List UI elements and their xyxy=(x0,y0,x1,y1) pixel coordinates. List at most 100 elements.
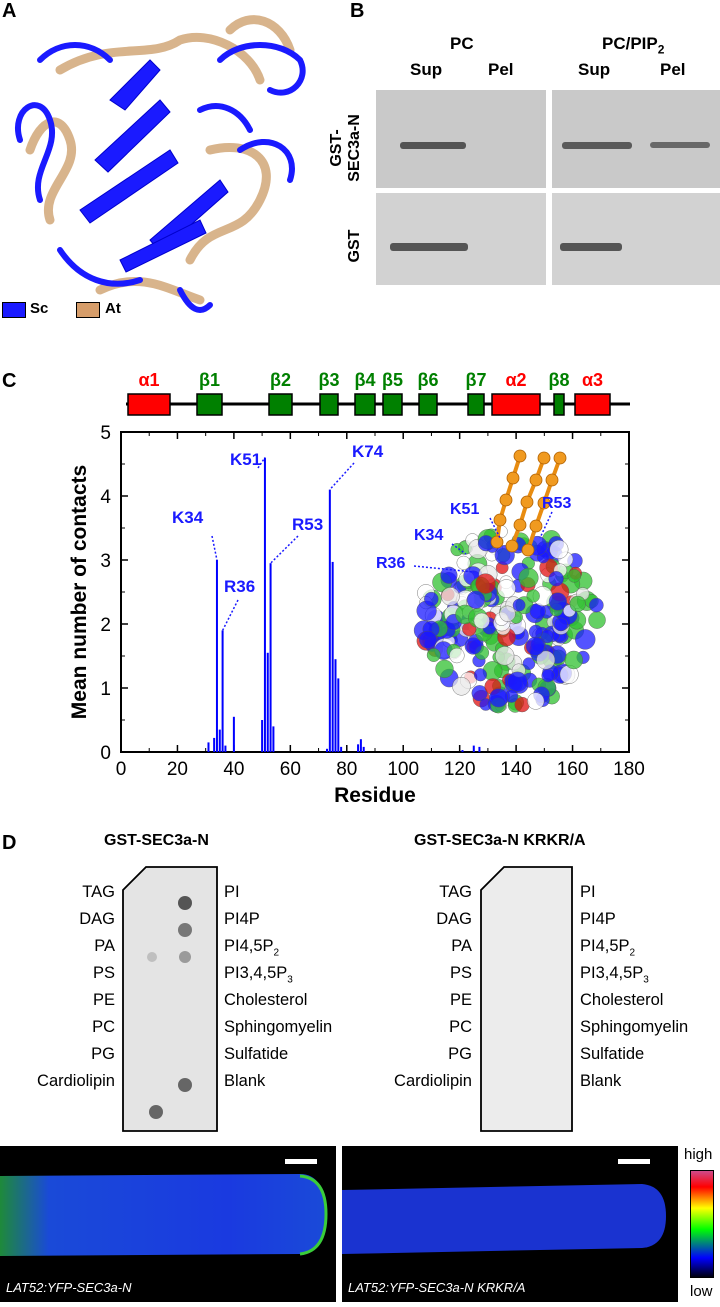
panel-b-letter: B xyxy=(350,0,365,22)
lipid-label-dag: DAG xyxy=(436,910,472,928)
scale-low-label: low xyxy=(690,1283,713,1300)
bar-residue-51 xyxy=(263,457,266,752)
bar-residue-85 xyxy=(359,739,362,752)
x-tick-label: 140 xyxy=(500,759,532,780)
legend-at-label: At xyxy=(105,300,121,317)
bar-residue-53 xyxy=(269,563,272,752)
col-sup-2: Sup xyxy=(578,60,611,79)
x-tick-label: 0 xyxy=(116,759,127,780)
gel-pc-bottom xyxy=(376,193,546,285)
y-tick-label: 4 xyxy=(100,487,111,508)
x-tick-label: 160 xyxy=(557,759,589,780)
lipid-label-ps: PS xyxy=(92,964,115,982)
bar-residue-50 xyxy=(261,720,264,752)
legend-at-swatch xyxy=(76,302,100,318)
lipid-label-pi345p: PI3,4,5P3 xyxy=(224,964,293,986)
ss-label-10: β8 xyxy=(549,370,570,390)
ss-label-2: β1 xyxy=(199,370,220,390)
bar-residue-125 xyxy=(472,745,475,752)
lipid-label-pi345p: PI3,4,5P3 xyxy=(580,964,649,986)
lipid-label-tag: TAG xyxy=(439,883,472,901)
bar-residue-127 xyxy=(478,746,481,752)
row-gst-label: GST xyxy=(346,229,363,263)
membrane-title-right: GST-SEC3a-N KRKR/A xyxy=(414,832,586,849)
lipid-label-pc: PC xyxy=(449,1018,472,1036)
x-tick-label: 20 xyxy=(167,759,188,780)
panel-a-letter: A xyxy=(2,0,17,22)
lipid-label-pa: PA xyxy=(94,937,115,955)
annotation-r53: R53 xyxy=(292,515,323,534)
caption-right: LAT52:YFP-SEC3a-N KRKR/A xyxy=(348,1280,526,1295)
inset-leader-r53 xyxy=(539,511,553,539)
gel-pcpip-bottom xyxy=(552,193,720,285)
panel-d-letter: D xyxy=(2,832,17,854)
annotation-r36: R36 xyxy=(224,577,255,596)
lipid-label-sphingomyelin: Sphingomyelin xyxy=(224,1018,333,1036)
bar-residue-37 xyxy=(224,745,227,752)
lipid-label-blank: Blank xyxy=(580,1072,622,1090)
y-tick-label: 3 xyxy=(100,551,111,572)
annotation-k74: K74 xyxy=(352,442,384,461)
ss-label-7: β6 xyxy=(418,370,439,390)
lipid-label-pa: PA xyxy=(451,937,472,955)
ss-label-3: β2 xyxy=(270,370,291,390)
lipid-label-cholesterol: Cholesterol xyxy=(580,991,664,1009)
lipid-label-pi45p: PI4,5P2 xyxy=(224,937,280,959)
x-tick-label: 180 xyxy=(613,759,645,780)
lipid-label-pi: PI xyxy=(224,883,240,901)
lipid-label-pi4p: PI4P xyxy=(224,910,260,928)
bar-residue-31 xyxy=(207,742,210,752)
bar-residue-52 xyxy=(266,652,269,752)
bar-residue-34 xyxy=(215,560,218,752)
inset-label-r36: R36 xyxy=(376,555,405,572)
gel-pc-top xyxy=(376,90,546,188)
inset-label-k51: K51 xyxy=(450,501,479,518)
membrane-title-left: GST-SEC3a-N xyxy=(104,832,209,849)
ss-helix-11 xyxy=(574,393,611,416)
lipid-label-pi4p: PI4P xyxy=(580,910,616,928)
x-tick-label: 80 xyxy=(336,759,357,780)
col-sup-1: Sup xyxy=(410,60,443,79)
row-gst-sec3a-label: GST- SEC3a-N xyxy=(328,114,363,182)
ss-strand-2 xyxy=(196,393,223,416)
y-axis-label: Mean number of contacts xyxy=(68,465,91,719)
protein-structure-image xyxy=(15,15,306,313)
group-pc-label: PC xyxy=(450,34,474,53)
membrane-right xyxy=(480,866,573,1132)
lipid-label-cholesterol: Cholesterol xyxy=(224,991,308,1009)
x-tick-label: 60 xyxy=(280,759,301,780)
lipid-label-pc: PC xyxy=(92,1018,115,1036)
inset-label-r53: R53 xyxy=(542,495,571,512)
ss-strand-3 xyxy=(268,393,293,416)
legend-sc-label: Sc xyxy=(30,300,49,317)
y-tick-label: 0 xyxy=(100,743,111,764)
lipid-label-tag: TAG xyxy=(82,883,115,901)
bar-residue-75 xyxy=(331,561,334,752)
lipid-label-blank: Blank xyxy=(224,1072,266,1090)
ss-strand-6 xyxy=(382,393,403,416)
bar-residue-84 xyxy=(357,744,360,752)
scale-high-label: high xyxy=(684,1146,713,1163)
bar-residue-77 xyxy=(337,678,340,752)
lipid-label-ps: PS xyxy=(449,964,472,982)
col-pel-1: Pel xyxy=(488,60,514,79)
lipid-label-pg: PG xyxy=(448,1045,472,1063)
y-tick-label: 5 xyxy=(100,423,111,444)
x-tick-label: 40 xyxy=(223,759,244,780)
bar-residue-40 xyxy=(232,716,235,752)
image-e-left: LAT52:YFP-SEC3a-N xyxy=(0,1146,336,1302)
annotation-k51: K51 xyxy=(230,450,261,469)
ss-strand-7 xyxy=(418,393,438,416)
inset-membrane-binding-model xyxy=(413,449,606,714)
x-axis-label: Residue xyxy=(334,784,416,807)
ss-helix-1 xyxy=(127,393,171,416)
inset-label-k34: K34 xyxy=(414,527,443,544)
ss-label-11: α3 xyxy=(582,370,603,390)
bar-residue-86 xyxy=(362,746,365,752)
x-tick-label: 100 xyxy=(387,759,419,780)
panel-c-letter: C xyxy=(2,370,17,392)
annotation-leader-k34 xyxy=(211,535,218,561)
annotation-leader-r53 xyxy=(270,535,299,564)
ss-helix-9 xyxy=(491,393,541,416)
annotation-leader-k74 xyxy=(329,462,355,491)
